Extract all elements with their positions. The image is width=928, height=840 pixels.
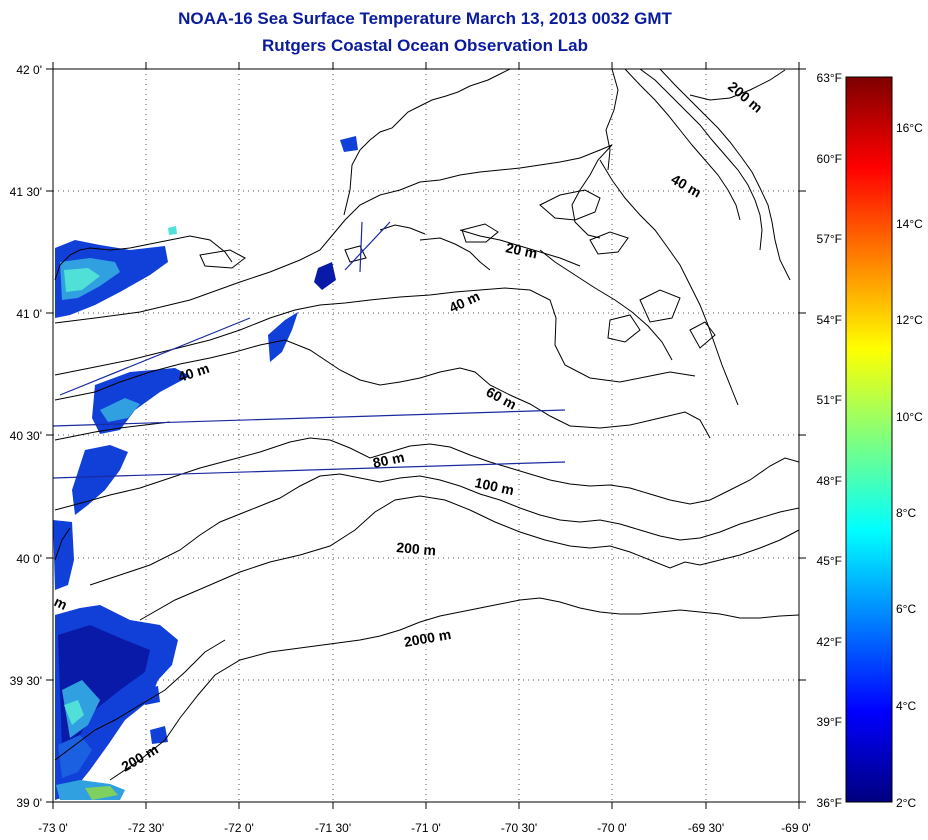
lon-label: -71 0': [411, 821, 441, 835]
celsius-scale: 16°C 14°C 12°C 10°C 8°C 6°C 4°C 2°C: [896, 121, 923, 810]
colorbar-c-label: 16°C: [896, 121, 923, 135]
colorbar-c-label: 12°C: [896, 313, 923, 327]
contour-label-200m: 200 m: [396, 539, 437, 558]
sst-data-patches: [53, 136, 358, 800]
colorbar-f-label: 48°F: [817, 474, 842, 488]
lon-label: -69 0': [781, 821, 811, 835]
lat-label: 42 0': [16, 63, 42, 77]
map-tick-marks: [46, 62, 806, 809]
lon-label: -69 30': [688, 821, 724, 835]
colorbar: 63°F 60°F 57°F 54°F 51°F 48°F 45°F 42°F …: [817, 71, 924, 810]
colorbar-f-label: 63°F: [817, 71, 842, 85]
colorbar-f-label: 60°F: [817, 152, 842, 166]
map-title: NOAA-16 Sea Surface Temperature March 13…: [178, 9, 672, 28]
lat-label: 41 30': [10, 185, 42, 199]
colorbar-c-label: 14°C: [896, 217, 923, 231]
lat-label: 39 0': [16, 796, 42, 810]
lat-label: 40 30': [10, 429, 42, 443]
longitude-labels: -73 0' -72 30' -72 0' -71 30' -71 0' -70…: [38, 821, 811, 835]
contour-label-200m-sw: 200 m: [119, 741, 161, 775]
lon-label: -70 0': [597, 821, 627, 835]
colorbar-f-label: 54°F: [817, 313, 842, 327]
colorbar-f-label: 36°F: [817, 796, 842, 810]
lon-label: -71 30': [315, 821, 351, 835]
lon-label: -72 30': [128, 821, 164, 835]
latitude-labels: 42 0' 41 30' 41 0' 40 30' 40 0' 39 30' 3…: [10, 63, 42, 810]
colorbar-c-label: 8°C: [896, 506, 916, 520]
map-subtitle: Rutgers Coastal Ocean Observation Lab: [262, 36, 588, 55]
contour-label-80m: 80 m: [371, 449, 406, 471]
colorbar-f-label: 57°F: [817, 232, 842, 246]
colorbar-c-label: 6°C: [896, 602, 916, 616]
contour-label-60m: 60 m: [484, 384, 520, 413]
swath-lines: [53, 221, 566, 479]
contour-label-200m-ne: 200 m: [725, 78, 766, 116]
colorbar-f-label: 42°F: [817, 635, 842, 649]
contour-label-40m-ne: 40 m: [669, 171, 705, 201]
contour-labels: 200 m 40 m 20 m 40 m 60 m 40 m 80 m 100 …: [52, 78, 766, 775]
colorbar-c-label: 2°C: [896, 796, 916, 810]
contour-label-100m: 100 m: [473, 474, 515, 498]
lat-label: 40 0': [16, 552, 42, 566]
lat-label: 41 0': [16, 307, 42, 321]
fahrenheit-scale: 63°F 60°F 57°F 54°F 51°F 48°F 45°F 42°F …: [817, 71, 842, 810]
colorbar-gradient: [845, 76, 893, 803]
colorbar-f-label: 51°F: [817, 393, 842, 407]
colorbar-c-label: 10°C: [896, 410, 923, 424]
contour-label-m-edge: m: [52, 593, 70, 613]
lon-label: -70 30': [501, 821, 537, 835]
coastal-islands: [199, 189, 716, 349]
lon-label: -73 0': [38, 821, 68, 835]
colorbar-f-label: 39°F: [817, 715, 842, 729]
contour-label-20m: 20 m: [504, 239, 539, 261]
colorbar-f-label: 45°F: [817, 554, 842, 568]
colorbar-c-label: 4°C: [896, 699, 916, 713]
lat-label: 39 30': [10, 674, 42, 688]
contour-label-2000m: 2000 m: [403, 626, 453, 650]
lon-label: -72 0': [224, 821, 254, 835]
bathymetry-contours: [54, 69, 799, 781]
